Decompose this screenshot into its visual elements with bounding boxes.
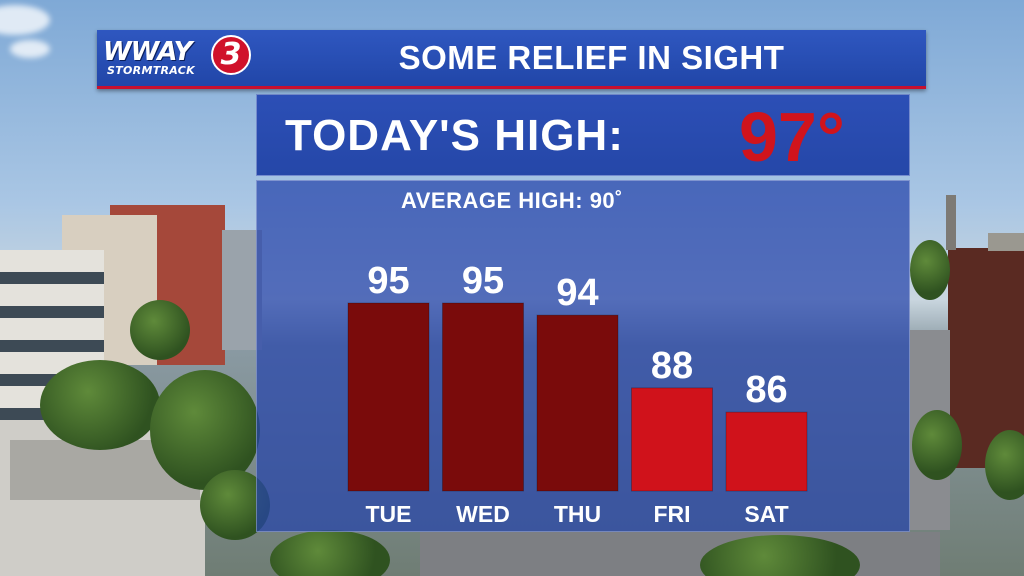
todays-high-label: TODAY'S HIGH: xyxy=(285,111,624,160)
category-label-sat: SAT xyxy=(744,501,788,527)
bar-value-label-tue: 95 xyxy=(367,260,409,302)
bar-value-label-thu: 94 xyxy=(556,272,598,314)
bar-tue xyxy=(347,302,430,492)
category-label-tue: TUE xyxy=(366,501,412,527)
station-logo: WWAY STORMTRACK 3 xyxy=(103,35,253,79)
bar-thu xyxy=(536,314,619,492)
category-label-wed: WED xyxy=(456,501,510,527)
bar-value-label-wed: 95 xyxy=(462,260,504,302)
bar-wed xyxy=(442,302,524,492)
station-logo-subtitle: STORMTRACK xyxy=(107,64,195,77)
station-logo-wordmark: WWAY xyxy=(103,37,192,67)
average-high-label: AVERAGE HIGH: 90˚ xyxy=(400,188,623,213)
title-banner: WWAY STORMTRACK 3 SOME RELIEF IN SIGHT xyxy=(97,30,926,89)
category-label-thu: THU xyxy=(554,501,601,527)
bar-value-label-sat: 86 xyxy=(745,369,787,411)
bar-sat xyxy=(725,411,808,492)
banner-title: SOME RELIEF IN SIGHT xyxy=(398,39,785,76)
category-label-fri: FRI xyxy=(653,501,690,527)
bar-fri xyxy=(631,387,713,492)
todays-high-panel: TODAY'S HIGH: 97° xyxy=(256,94,910,176)
bar-value-label-fri: 88 xyxy=(651,345,693,387)
channel-badge: 3 xyxy=(211,35,251,75)
todays-high-value: 97° xyxy=(739,98,845,176)
